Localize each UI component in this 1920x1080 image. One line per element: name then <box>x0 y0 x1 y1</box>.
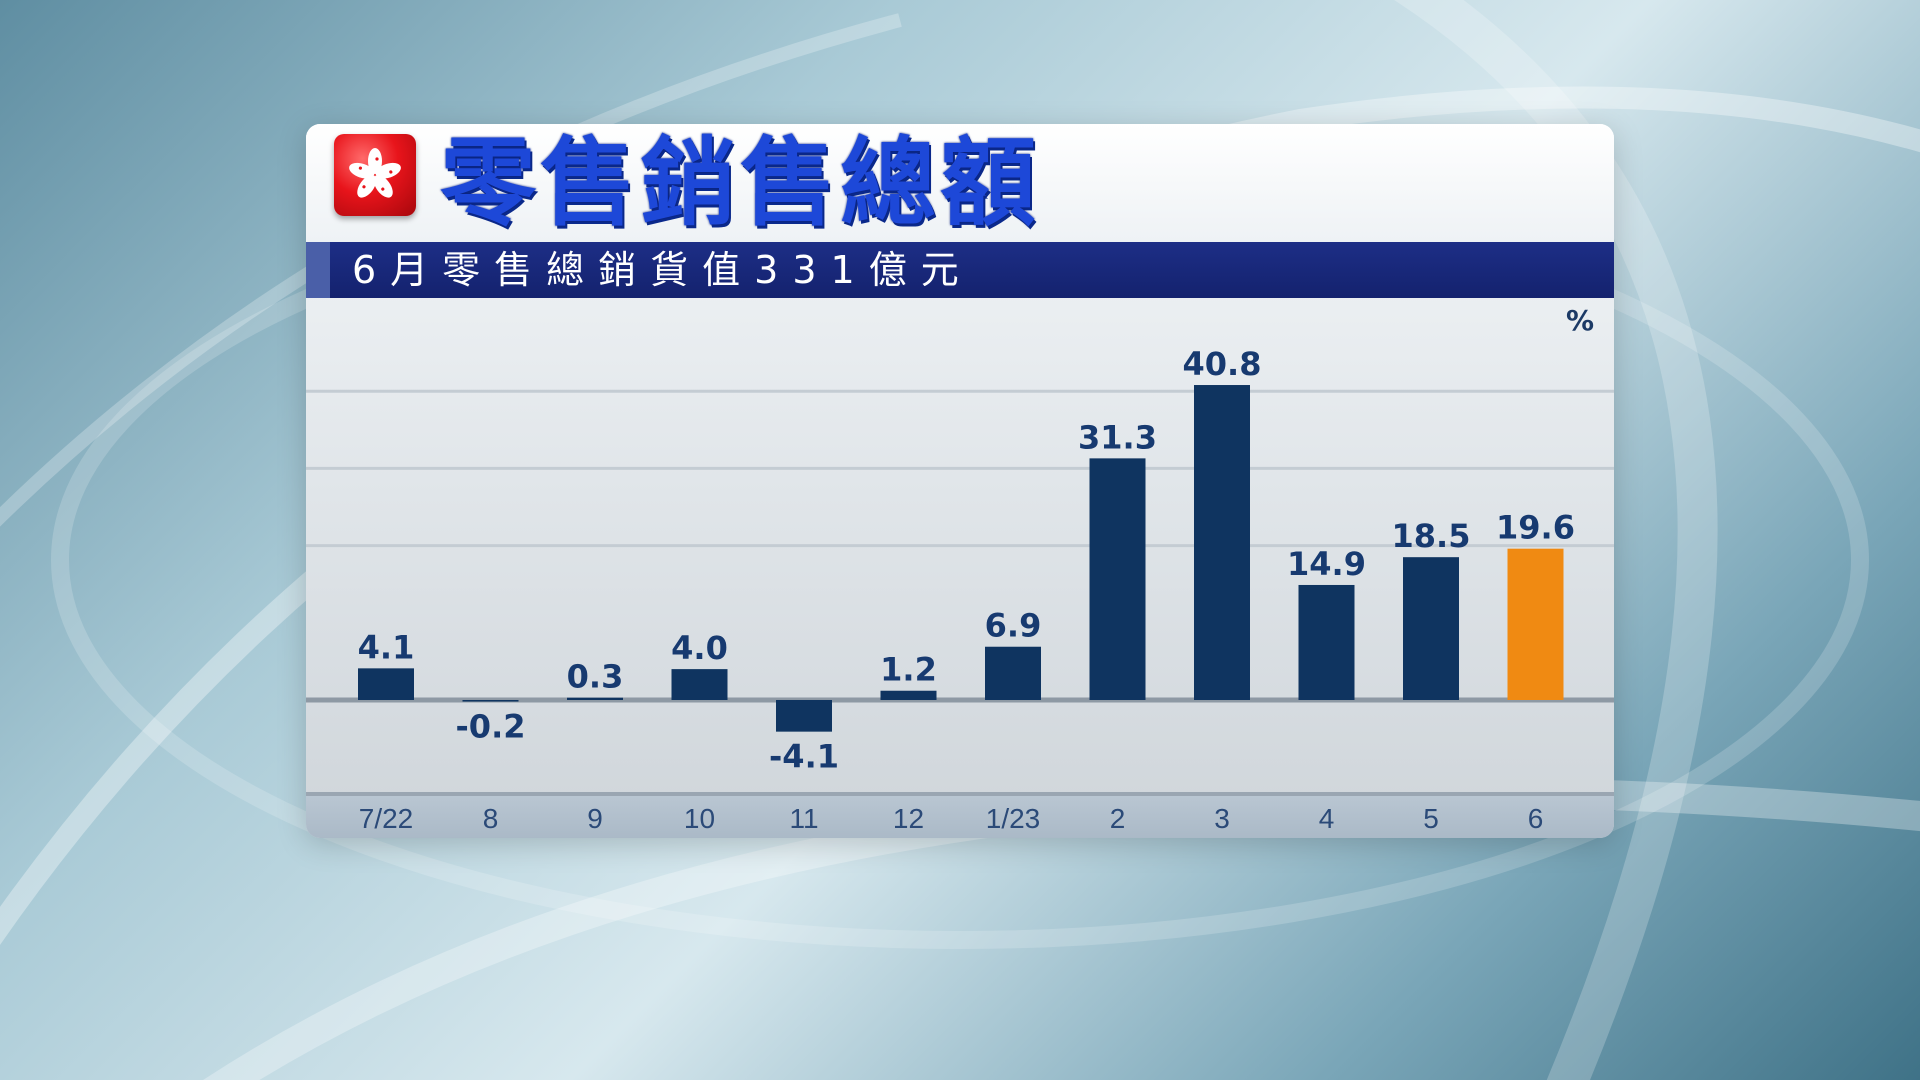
chart-subtitle: 6月零售總銷貨值331億元 <box>352 248 973 292</box>
chart-panel: 零售銷售總額 6月零售總銷貨值331億元 % 4.1 7/22 -0.2 8 0.3 9 4… <box>306 124 1614 838</box>
x-tick-label: 5 <box>1423 803 1439 834</box>
bar <box>1507 548 1564 700</box>
x-tick-label: 9 <box>587 803 603 834</box>
x-tick-label: 4 <box>1319 803 1335 834</box>
subtitle-accent <box>306 242 330 298</box>
data-label: 19.6 <box>1496 509 1575 547</box>
data-label: 40.8 <box>1183 345 1262 383</box>
hong-kong-emblem-icon <box>334 134 416 216</box>
data-label: -0.2 <box>456 708 526 746</box>
subtitle-bar: 6月零售總銷貨值331億元 <box>306 242 1614 298</box>
data-label: 6.9 <box>985 607 1042 645</box>
chart-title: 零售銷售總額 <box>440 127 1040 239</box>
bar <box>671 669 728 700</box>
x-tick-label: 12 <box>893 803 924 834</box>
bar-chart: 4.1 7/22 -0.2 8 0.3 9 4.0 10 -4.1 11 1.2 12 6.9 1/23 3… <box>306 345 1614 834</box>
x-tick-label: 10 <box>684 803 715 834</box>
bar <box>358 668 414 700</box>
x-tick-label: 8 <box>483 803 499 834</box>
data-label: 31.3 <box>1078 418 1157 456</box>
bar <box>985 646 1041 700</box>
bar <box>462 700 519 702</box>
bar <box>1089 458 1146 700</box>
x-tick-label: 7/22 <box>359 803 414 834</box>
data-label: 4.1 <box>358 628 415 666</box>
x-tick-label: 1/23 <box>986 803 1041 834</box>
x-tick-label: 2 <box>1110 803 1126 834</box>
data-label: 14.9 <box>1287 545 1366 583</box>
title-bar: 零售銷售總額 <box>306 124 1614 242</box>
bar <box>567 697 623 700</box>
x-tick-label: 11 <box>789 803 818 834</box>
bar <box>1403 557 1459 700</box>
bar <box>880 690 937 700</box>
x-tick-label: 6 <box>1528 803 1544 834</box>
bar <box>1298 584 1355 700</box>
data-label: 4.0 <box>671 629 728 667</box>
x-tick-label: 3 <box>1214 803 1230 834</box>
bar <box>1194 385 1250 700</box>
data-label: 0.3 <box>567 658 624 696</box>
data-label: 1.2 <box>880 651 937 689</box>
unit-label: % <box>1565 304 1594 337</box>
data-label: 18.5 <box>1392 517 1471 555</box>
data-label: -4.1 <box>769 738 839 776</box>
x-axis-strip <box>306 792 1614 838</box>
bar <box>776 700 832 732</box>
